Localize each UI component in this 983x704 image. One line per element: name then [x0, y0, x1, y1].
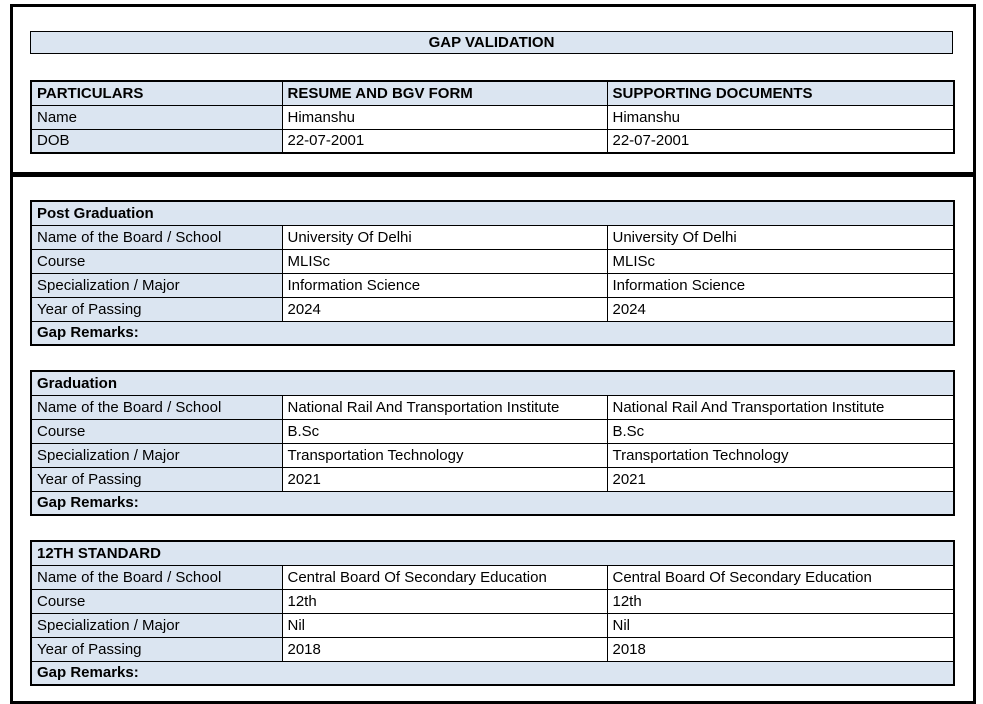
section-table-post-graduation: Post Graduation Name of the Board / Scho…	[30, 200, 956, 346]
table-row: Year of Passing 2018 2018	[30, 636, 955, 662]
table-row: Specialization / Major Nil Nil	[30, 612, 955, 638]
row-label: Specialization / Major	[30, 612, 283, 638]
row-label: Specialization / Major	[30, 442, 283, 468]
row-label: Course	[30, 588, 283, 614]
table-row: Year of Passing 2021 2021	[30, 466, 955, 492]
resume-value: Central Board Of Secondary Education	[281, 564, 608, 590]
column-header-supporting-docs: SUPPORTING DOCUMENTS	[606, 80, 955, 106]
row-label: Year of Passing	[30, 636, 283, 662]
gap-remarks-row: Gap Remarks:	[30, 320, 955, 346]
supporting-value: MLISc	[606, 248, 955, 274]
supporting-value: Nil	[606, 612, 955, 638]
resume-value: Information Science	[281, 272, 608, 298]
row-label: Year of Passing	[30, 466, 283, 492]
table-row: Specialization / Major Information Scien…	[30, 272, 955, 298]
resume-value: 12th	[281, 588, 608, 614]
resume-value: 22-07-2001	[281, 128, 608, 154]
particulars-table: PARTICULARS RESUME AND BGV FORM SUPPORTI…	[30, 80, 955, 154]
supporting-value: 2018	[606, 636, 955, 662]
row-label: Name	[30, 104, 283, 130]
supporting-value: 2024	[606, 296, 955, 322]
resume-value: Nil	[281, 612, 608, 638]
gap-remarks-row: Gap Remarks:	[30, 490, 955, 516]
row-label: Course	[30, 418, 283, 444]
supporting-value: University Of Delhi	[606, 224, 955, 250]
section-title: Post Graduation	[30, 200, 955, 226]
resume-value: MLISc	[281, 248, 608, 274]
section-header-row: Graduation	[30, 370, 955, 396]
supporting-value: National Rail And Transportation Institu…	[606, 394, 955, 420]
resume-value: B.Sc	[281, 418, 608, 444]
resume-value: National Rail And Transportation Institu…	[281, 394, 608, 420]
gap-remarks-label: Gap Remarks:	[30, 490, 955, 516]
supporting-value: Transportation Technology	[606, 442, 955, 468]
table-row: Name of the Board / School Central Board…	[30, 564, 955, 590]
supporting-value: 12th	[606, 588, 955, 614]
supporting-value: 22-07-2001	[606, 128, 955, 154]
row-label: Name of the Board / School	[30, 564, 283, 590]
table-row: Name of the Board / School National Rail…	[30, 394, 955, 420]
table-header-row: PARTICULARS RESUME AND BGV FORM SUPPORTI…	[30, 80, 955, 106]
section-header-row: Post Graduation	[30, 200, 955, 226]
table-row-dob: DOB 22-07-2001 22-07-2001	[30, 128, 955, 154]
row-label: Specialization / Major	[30, 272, 283, 298]
table-row: Course 12th 12th	[30, 588, 955, 614]
table-row: Specialization / Major Transportation Te…	[30, 442, 955, 468]
resume-value: University Of Delhi	[281, 224, 608, 250]
supporting-value: Himanshu	[606, 104, 955, 130]
supporting-value: Central Board Of Secondary Education	[606, 564, 955, 590]
column-header-particulars: PARTICULARS	[30, 80, 283, 106]
section-title: Graduation	[30, 370, 955, 396]
resume-value: Transportation Technology	[281, 442, 608, 468]
supporting-value: Information Science	[606, 272, 955, 298]
section-title: 12TH STANDARD	[30, 540, 955, 566]
table-row: Name of the Board / School University Of…	[30, 224, 955, 250]
document-title-bar: GAP VALIDATION	[30, 31, 953, 54]
resume-value: 2021	[281, 466, 608, 492]
gap-remarks-label: Gap Remarks:	[30, 660, 955, 686]
resume-value: Himanshu	[281, 104, 608, 130]
section-header-row: 12TH STANDARD	[30, 540, 955, 566]
row-label: Course	[30, 248, 283, 274]
table-row: Course MLISc MLISc	[30, 248, 955, 274]
supporting-value: 2021	[606, 466, 955, 492]
table-row: Course B.Sc B.Sc	[30, 418, 955, 444]
row-label: Year of Passing	[30, 296, 283, 322]
row-label: Name of the Board / School	[30, 224, 283, 250]
table-row-name: Name Himanshu Himanshu	[30, 104, 955, 130]
row-label: DOB	[30, 128, 283, 154]
row-label: Name of the Board / School	[30, 394, 283, 420]
column-header-resume-bgv: RESUME AND BGV FORM	[281, 80, 608, 106]
table-row: Year of Passing 2024 2024	[30, 296, 955, 322]
supporting-value: B.Sc	[606, 418, 955, 444]
gap-remarks-row: Gap Remarks:	[30, 660, 955, 686]
resume-value: 2024	[281, 296, 608, 322]
section-table-12th-standard: 12TH STANDARD Name of the Board / School…	[30, 540, 956, 686]
resume-value: 2018	[281, 636, 608, 662]
section-table-graduation: Graduation Name of the Board / School Na…	[30, 370, 955, 516]
section-divider	[10, 172, 976, 177]
gap-remarks-label: Gap Remarks:	[30, 320, 955, 346]
document-title: GAP VALIDATION	[428, 34, 555, 51]
